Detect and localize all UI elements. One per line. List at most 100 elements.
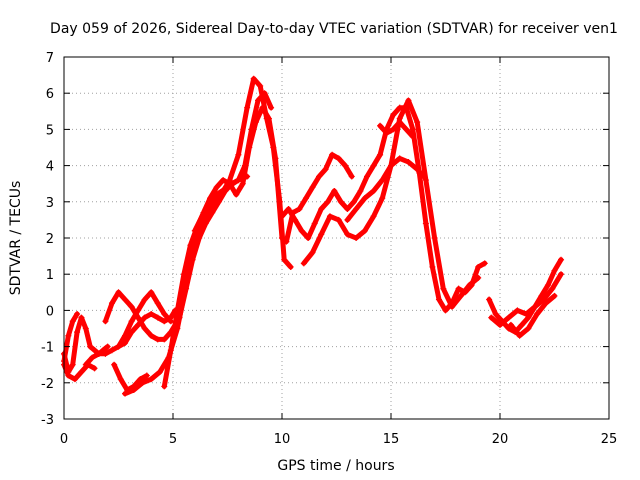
data-point — [220, 177, 227, 184]
data-point — [257, 82, 264, 89]
data-point — [213, 184, 220, 191]
data-point — [296, 206, 303, 213]
data-point — [492, 311, 499, 318]
data-point — [518, 321, 525, 328]
data-point — [309, 184, 316, 191]
data-point — [370, 187, 377, 194]
data-point — [170, 332, 176, 339]
data-point — [139, 379, 146, 386]
data-point — [95, 350, 102, 357]
data-point — [403, 126, 410, 133]
grid-lines — [64, 57, 609, 419]
data-point — [215, 198, 222, 205]
data-point — [143, 372, 150, 379]
data-series-line — [122, 76, 294, 397]
y-axis-label: SDTVAR / TECUs — [8, 181, 24, 296]
data-point — [272, 155, 279, 162]
data-point — [507, 321, 514, 328]
data-point — [128, 303, 135, 310]
data-point — [180, 271, 187, 278]
data-point — [202, 206, 209, 213]
data-point — [74, 329, 81, 336]
data-point — [255, 97, 262, 104]
data-point — [137, 376, 144, 383]
data-series-line — [344, 155, 427, 223]
data-point — [209, 209, 216, 216]
data-point — [449, 303, 456, 310]
data-point — [324, 198, 331, 205]
data-point — [379, 195, 386, 202]
data-point — [344, 206, 351, 213]
axis-ticks: 0 5 10 15 20 25 -3 -2 -1 0 1 2 3 4 5 6 7 — [41, 51, 617, 447]
data-point — [202, 220, 209, 227]
data-point — [422, 177, 429, 184]
data-point — [466, 282, 473, 289]
data-point — [239, 180, 246, 187]
data-point — [156, 368, 163, 375]
data-point — [422, 220, 429, 227]
data-point — [213, 191, 220, 198]
data-series-s12 — [279, 104, 488, 314]
data-point — [281, 256, 288, 263]
data-point — [187, 242, 194, 249]
data-point — [396, 119, 403, 126]
data-point — [104, 343, 111, 350]
data-series-s2 — [61, 361, 98, 383]
data-point — [154, 314, 161, 321]
y-tick-label: 0 — [46, 304, 54, 319]
data-point — [176, 314, 183, 321]
data-point — [405, 158, 412, 165]
data-point — [65, 332, 72, 339]
data-point — [370, 213, 377, 220]
data-point — [523, 311, 530, 318]
data-point — [361, 227, 368, 234]
data-point — [488, 314, 495, 321]
data-series-line — [61, 311, 80, 364]
data-point — [82, 361, 89, 368]
data-point — [505, 314, 512, 321]
data-point — [514, 307, 521, 314]
data-point — [390, 111, 397, 118]
data-point — [558, 271, 565, 278]
x-axis-label: GPS time / hours — [277, 458, 394, 474]
data-series-s10 — [170, 90, 275, 339]
data-point — [148, 376, 155, 383]
data-point — [122, 390, 129, 397]
data-point — [364, 173, 371, 180]
data-point — [435, 296, 442, 303]
data-point — [82, 325, 89, 332]
data-point — [141, 314, 148, 321]
y-tick-label: -3 — [41, 413, 54, 428]
data-point — [148, 289, 155, 296]
x-tick-label: 5 — [169, 432, 177, 447]
data-point — [429, 263, 436, 270]
y-tick-label: 7 — [46, 51, 54, 66]
data-point — [377, 151, 384, 158]
data-point — [318, 231, 325, 238]
data-point — [331, 187, 338, 194]
data-point — [414, 119, 421, 126]
data-point — [248, 126, 255, 133]
data-point — [335, 155, 342, 162]
data-point — [161, 311, 168, 318]
data-point — [69, 318, 76, 325]
data-point — [167, 347, 174, 354]
data-point — [71, 376, 78, 383]
y-tick-label: 4 — [46, 160, 54, 175]
data-point — [370, 162, 377, 169]
data-point — [390, 126, 397, 133]
data-point — [250, 75, 257, 82]
data-point — [196, 235, 203, 241]
data-point — [141, 296, 148, 303]
data-point — [442, 307, 449, 314]
data-series-s13 — [283, 151, 355, 245]
data-point — [414, 166, 421, 173]
data-series-s3 — [61, 311, 81, 365]
data-point — [337, 198, 344, 205]
data-point — [289, 209, 296, 216]
data-point — [161, 383, 168, 390]
data-point — [78, 368, 85, 375]
data-series-s16 — [377, 119, 416, 140]
data-point — [551, 267, 558, 274]
